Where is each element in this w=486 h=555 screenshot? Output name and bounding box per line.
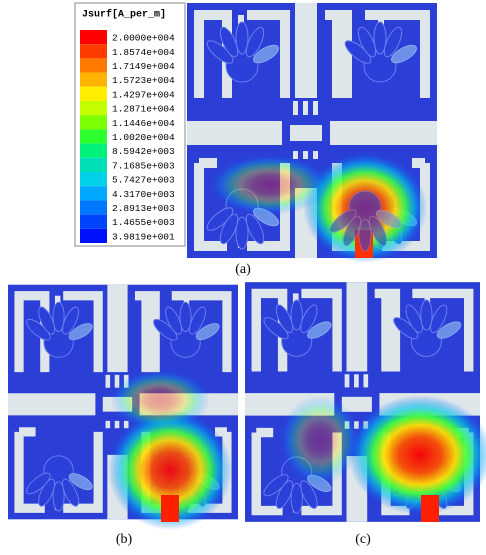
color-swatch <box>80 115 107 130</box>
color-swatch <box>80 101 107 116</box>
legend-label: 2.0000e+004 <box>112 33 175 44</box>
caption: (c) <box>355 532 371 547</box>
color-swatch <box>80 172 107 187</box>
color-swatch <box>80 157 107 172</box>
color-swatch <box>80 72 107 87</box>
legend-label: 1.2871e+004 <box>112 104 175 115</box>
color-swatch <box>80 44 107 59</box>
color-swatch <box>80 58 107 73</box>
legend-label: 2.8913e+003 <box>112 203 175 214</box>
color-swatch <box>80 186 107 201</box>
color-swatch <box>80 214 107 229</box>
legend-label: 1.7149e+004 <box>112 61 175 72</box>
legend-label: 8.5942e+003 <box>112 146 175 157</box>
legend-label: 1.4297e+004 <box>112 89 175 100</box>
caption: (a) <box>235 262 251 277</box>
color-swatch <box>80 86 107 101</box>
legend-label: 1.4655e+003 <box>112 217 175 228</box>
legend-label: 5.7427e+003 <box>112 175 175 186</box>
color-swatch <box>80 143 107 158</box>
panel-a <box>187 3 437 263</box>
color-swatch <box>80 30 107 45</box>
panel-b <box>8 285 238 530</box>
legend-label: 3.9819e+001 <box>112 231 175 242</box>
legend-label: 1.8574e+004 <box>112 47 175 58</box>
legend-label: 4.3170e+003 <box>112 189 175 200</box>
panel-c <box>245 282 486 522</box>
legend: Jsurf[A_per_m] 2.0000e+004 1.8574e+004 1.7… <box>74 2 186 247</box>
legend-label: 1.1446e+004 <box>112 118 175 129</box>
color-swatch <box>80 129 107 144</box>
legend-label: 1.5723e+004 <box>112 75 175 86</box>
legend-items: 2.0000e+004 1.8574e+004 1.7149e+004 1.5723e… <box>80 30 175 243</box>
legend-title: Jsurf[A_per_m] <box>82 9 166 21</box>
color-swatch <box>80 228 107 243</box>
legend-label: 7.1685e+003 <box>112 160 175 171</box>
color-swatch <box>80 200 107 215</box>
legend-label: 1.0020e+004 <box>112 132 175 143</box>
caption: (b) <box>116 532 133 547</box>
